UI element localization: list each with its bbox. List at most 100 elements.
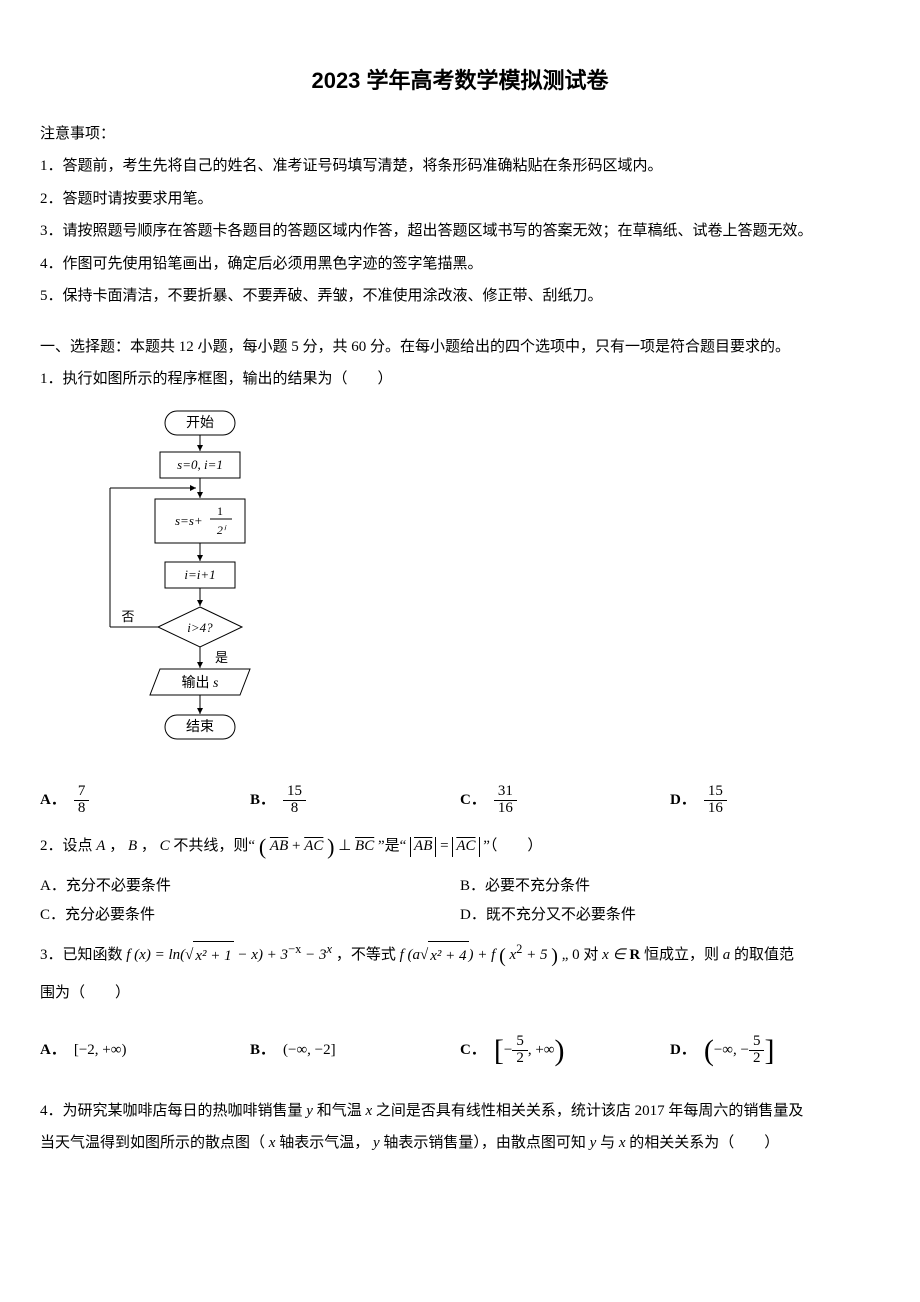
vec-bc: BC — [355, 838, 374, 854]
q1-stem: 1．执行如图所示的程序框图，输出的结果为（ ） — [40, 365, 880, 394]
math-text: x ∈ R — [602, 947, 640, 963]
option-label: C． — [460, 786, 486, 815]
notice-item: 1．答题前，考生先将自己的姓名、准考证号码填写清楚，将条形码准确粘贴在条形码区域… — [40, 152, 880, 181]
le-symbol: „ 0 对 — [562, 947, 602, 963]
bracket-open: ( — [704, 1022, 714, 1079]
math-text: f (x) = ln( — [126, 947, 185, 963]
svg-text:输出 s: 输出 s — [182, 675, 220, 691]
var-a: A — [96, 838, 105, 854]
fraction-num: 15 — [704, 784, 727, 801]
var-b: B — [128, 838, 137, 854]
option-label: D． — [670, 786, 696, 815]
q3-option-d: D． ( −∞, − 5 2 ] — [670, 1022, 880, 1079]
bracket-close: ] — [764, 1022, 774, 1079]
section-heading: 一、选择题：本题共 12 小题，每小题 5 分，共 60 分。在每小题给出的四个… — [40, 333, 880, 362]
fraction-den: 2 — [749, 1051, 765, 1067]
option-label: B． — [250, 786, 275, 815]
q3-options: A． [−2, +∞) B． (−∞, −2] C． [ − 5 2 , +∞ … — [40, 1022, 880, 1079]
fraction: 15 8 — [283, 784, 306, 817]
minus: − — [504, 1036, 512, 1065]
svg-text:开始: 开始 — [186, 415, 214, 431]
vec-ab: AB — [270, 838, 288, 854]
text: ， — [109, 838, 124, 854]
plus: + — [292, 838, 304, 854]
option-label: D． — [670, 1036, 696, 1065]
sqrt-inner: x² + 4 — [428, 941, 468, 971]
q4-line2: 当天气温得到如图所示的散点图（ x 轴表示气温， y 轴表示销售量），由散点图可… — [40, 1129, 880, 1158]
svg-text:s=s+: s=s+ — [175, 513, 203, 528]
q2-option-a: A．充分不必要条件 — [40, 872, 460, 901]
q1-option-c: C． 31 16 — [460, 784, 670, 817]
math-text: ) + f ( x2 + 5 ) — [469, 947, 558, 963]
equals: = — [440, 838, 452, 854]
svg-text:i>4?: i>4? — [187, 620, 213, 635]
fraction-num: 5 — [512, 1034, 528, 1051]
q1-option-a: A． 7 8 — [40, 784, 250, 817]
text: 2．设点 — [40, 838, 93, 854]
math-text: − x) + 3−x − 3x — [234, 947, 332, 963]
q2-stem: 2．设点 A ， B ， C 不共线，则“ ( AB + AC ) ⊥ BC ”… — [40, 826, 880, 868]
notice-item: 3．请按照题号顺序在答题卡各题目的答题区域内作答，超出答题区域书写的答案无效；在… — [40, 217, 880, 246]
fraction-num: 7 — [74, 784, 90, 801]
page-title: 2023 学年高考数学模拟测试卷 — [40, 60, 880, 102]
svg-text:结束: 结束 — [186, 719, 214, 735]
math-text: f (a — [400, 947, 420, 963]
sqrt-inner: x² + 1 — [193, 941, 233, 971]
svg-text:否: 否 — [121, 609, 134, 624]
paren-open: ( — [259, 834, 266, 859]
svg-text:1: 1 — [217, 504, 223, 518]
abs-ac: AC — [452, 837, 479, 857]
option-label: A． — [40, 1036, 66, 1065]
notice-item: 4．作图可先使用铅笔画出，确定后必须用黑色字迹的签字笔描黑。 — [40, 250, 880, 279]
notice-item: 2．答题时请按要求用笔。 — [40, 185, 880, 214]
fraction-num: 31 — [494, 784, 517, 801]
fraction-den: 8 — [74, 801, 90, 817]
notice-heading: 注意事项： — [40, 120, 880, 149]
q3-option-c: C． [ − 5 2 , +∞ ) — [460, 1022, 670, 1079]
abs-ab: AB — [410, 837, 436, 857]
fraction-num: 15 — [283, 784, 306, 801]
svg-text:i=i+1: i=i+1 — [184, 567, 215, 582]
fraction-num: 5 — [749, 1034, 765, 1051]
fraction-den: 16 — [494, 801, 517, 817]
q1-option-b: B． 15 8 — [250, 784, 460, 817]
text: 不共线，则“ — [173, 838, 255, 854]
option-label: A． — [40, 786, 66, 815]
sqrt-icon: x² + 4 — [420, 941, 469, 971]
fraction: 5 2 — [512, 1034, 528, 1067]
text: ”是“ — [378, 838, 406, 854]
notice-item: 5．保持卡面清洁，不要折暴、不要弄破、弄皱，不准使用涂改液、修正带、刮纸刀。 — [40, 282, 880, 311]
svg-text:s=0, i=1: s=0, i=1 — [177, 457, 223, 472]
sqrt-icon: x² + 1 — [185, 941, 234, 971]
paren-close: ) — [327, 834, 334, 859]
text: ”（ ） — [483, 838, 542, 854]
interval-mid: , +∞ — [528, 1036, 555, 1065]
text: ，不等式 — [336, 947, 400, 963]
q2-options-row2: C．充分必要条件 D．既不充分又不必要条件 — [40, 901, 880, 930]
q2-option-b: B．必要不充分条件 — [460, 872, 880, 901]
svg-text:是: 是 — [215, 650, 228, 665]
q1-option-d: D． 15 16 — [670, 784, 880, 817]
q1-flowchart: 开始 s=0, i=1 s=s+ 1 2ⁱ i=i+1 i>4? 否 是 输出 … — [70, 406, 880, 766]
q3-stem: 3．已知函数 f (x) = ln(x² + 1 − x) + 3−x − 3x… — [40, 937, 880, 975]
text: ， — [141, 838, 156, 854]
fraction-den: 8 — [283, 801, 306, 817]
fraction-den: 2 — [512, 1051, 528, 1067]
option-label: C． — [460, 1036, 486, 1065]
option-label: B． — [250, 1036, 275, 1065]
q2-options-row1: A．充分不必要条件 B．必要不充分条件 — [40, 872, 880, 901]
vec-ab: AB — [414, 838, 432, 854]
fraction: 5 2 — [749, 1034, 765, 1067]
bracket-close: ) — [554, 1022, 564, 1079]
q2-option-c: C．充分必要条件 — [40, 901, 460, 930]
perp-symbol: ⊥ — [338, 838, 355, 854]
interval: [−2, +∞) — [74, 1036, 127, 1065]
q1-options: A． 7 8 B． 15 8 C． 31 16 D． 15 16 — [40, 784, 880, 817]
bracket-open: [ — [494, 1022, 504, 1079]
text: 恒成立，则 a 的取值范 — [644, 947, 794, 963]
fraction-den: 16 — [704, 801, 727, 817]
q3-stem-cont: 围为（ ） — [40, 979, 880, 1008]
q3-option-b: B． (−∞, −2] — [250, 1022, 460, 1079]
interval: (−∞, −2] — [283, 1036, 336, 1065]
q3-option-a: A． [−2, +∞) — [40, 1022, 250, 1079]
